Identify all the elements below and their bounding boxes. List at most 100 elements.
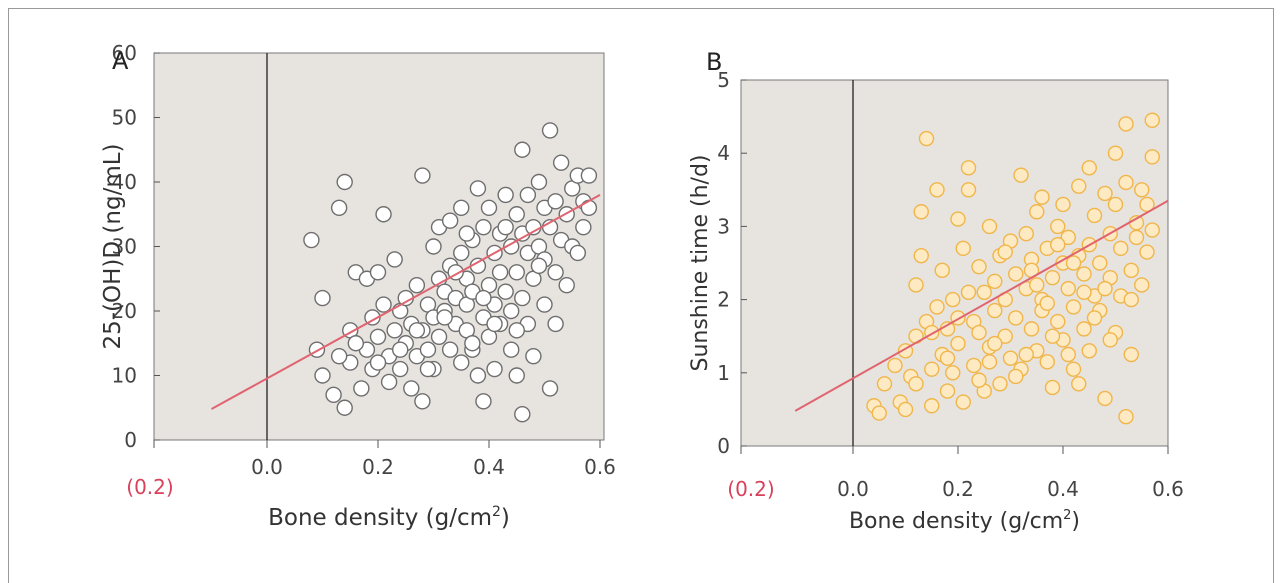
scatter-point <box>325 386 342 404</box>
scatter-point <box>950 335 966 352</box>
scatter-point <box>1076 266 1092 282</box>
y-tick-label: 1 <box>717 361 730 385</box>
y-tick-label: 0 <box>124 428 137 452</box>
scatter-point <box>1002 350 1019 366</box>
scatter-point <box>1128 229 1145 246</box>
scatter-point <box>392 341 409 358</box>
scatter-point <box>497 218 514 236</box>
scatter-point <box>960 182 977 198</box>
scatter-point <box>541 122 559 139</box>
scatter-point <box>1044 328 1061 344</box>
scatter-point <box>347 335 364 352</box>
scatter-point <box>1071 178 1087 194</box>
scatter-point <box>475 393 492 410</box>
x-tick-label: 0.2 <box>362 455 394 479</box>
scatter-point <box>514 141 531 158</box>
scatter-point <box>1139 244 1155 260</box>
scatter-point <box>497 283 514 300</box>
scatter-point <box>1118 409 1134 425</box>
y-tick-label: 30 <box>112 235 137 259</box>
scatter-point <box>1060 280 1076 297</box>
y-tick-label: 60 <box>112 41 137 65</box>
scatter-point <box>1123 346 1139 363</box>
x-axis-label-close: ) <box>1071 509 1080 534</box>
scatter-point <box>364 309 381 326</box>
scatter-point <box>987 302 1003 319</box>
scatter-point <box>939 350 956 366</box>
scatter-point <box>1008 368 1024 385</box>
scatter-point <box>981 354 998 370</box>
scatter-point <box>514 289 531 307</box>
x-axis-label-close: ) <box>501 505 510 531</box>
x-tick-label: 0.2 <box>942 477 974 501</box>
scatter-point <box>1144 222 1160 238</box>
scatter-point <box>580 199 598 217</box>
scatter-point <box>924 398 940 414</box>
panel-a: 0 10 20 30 40 50 60 0.0 0.2 0.4 0.6 (0.2) A 25-(OH)D … <box>100 41 616 531</box>
scatter-point <box>981 218 998 235</box>
scatter-point <box>1065 299 1082 315</box>
scatter-point <box>369 264 387 281</box>
scatter-point <box>453 199 470 217</box>
scatter-point <box>552 154 570 171</box>
regression-line <box>211 194 601 410</box>
x-tick-label: 0.6 <box>584 455 616 479</box>
x-axis-label-superscript: 2 <box>1063 508 1071 523</box>
y-tick-label: 10 <box>112 364 137 388</box>
scatter-point <box>971 258 987 275</box>
scatter-point <box>508 264 525 281</box>
x-tick-label: 0.6 <box>1152 477 1184 501</box>
scatter-point <box>414 393 431 410</box>
scatter-point <box>1139 196 1155 213</box>
scatter-point <box>541 380 559 397</box>
x-tick-label-negative: (0.2) <box>126 475 173 499</box>
scatter-point <box>929 299 945 315</box>
x-tick-label: 0.4 <box>1047 477 1079 501</box>
scatter-point <box>876 376 893 392</box>
scatter-point <box>486 315 503 333</box>
scatter-point <box>386 322 403 339</box>
scatter-point <box>1134 182 1150 198</box>
scatter-point <box>945 365 961 381</box>
scatter-point <box>508 322 525 339</box>
scatter-point <box>960 160 977 176</box>
scatter-point <box>1050 313 1066 330</box>
scatter-point <box>436 309 453 326</box>
scatter-point <box>386 251 403 268</box>
scatter-point <box>1081 343 1097 359</box>
scatter-point <box>908 277 924 293</box>
scatter-point <box>945 291 961 308</box>
scatter-point <box>1097 185 1113 202</box>
scatter-point <box>475 218 492 236</box>
scatter-point <box>525 347 542 365</box>
x-axis-label-main: Bone density (g/cm <box>268 505 492 531</box>
scatter-point <box>950 211 966 227</box>
panel-label: A <box>112 47 129 75</box>
scatter-point <box>353 380 370 397</box>
scatter-point <box>408 277 426 294</box>
scatter-point <box>1018 346 1034 363</box>
scatter-point <box>536 296 553 313</box>
scatter-point <box>464 335 481 352</box>
scatter-point <box>1060 229 1076 246</box>
y-axis-label: 25-(OH)D (ng/mL) <box>100 143 126 349</box>
scatter-point <box>330 347 348 365</box>
x-axis-label-main: Bone density (g/cm <box>849 509 1063 534</box>
scatter-point <box>971 324 987 341</box>
scatter-point <box>558 277 575 294</box>
scatter-point <box>414 167 431 184</box>
y-tick-label: 2 <box>717 288 730 312</box>
scatter-point <box>997 244 1013 260</box>
scatter-point <box>497 186 514 204</box>
scatter-point <box>1076 321 1092 337</box>
scatter-point <box>1060 346 1076 363</box>
scatter-point <box>1023 321 1040 337</box>
scatter-point <box>375 206 392 223</box>
scatter-point <box>408 322 426 339</box>
y-tick-label: 50 <box>112 106 137 130</box>
y-axis-label: Sunshine time (h/d) <box>688 154 713 371</box>
scatter-point <box>1071 376 1087 392</box>
x-tick-label: 0.0 <box>251 455 283 479</box>
scatter-point <box>480 199 498 217</box>
scatter-point <box>569 244 586 262</box>
